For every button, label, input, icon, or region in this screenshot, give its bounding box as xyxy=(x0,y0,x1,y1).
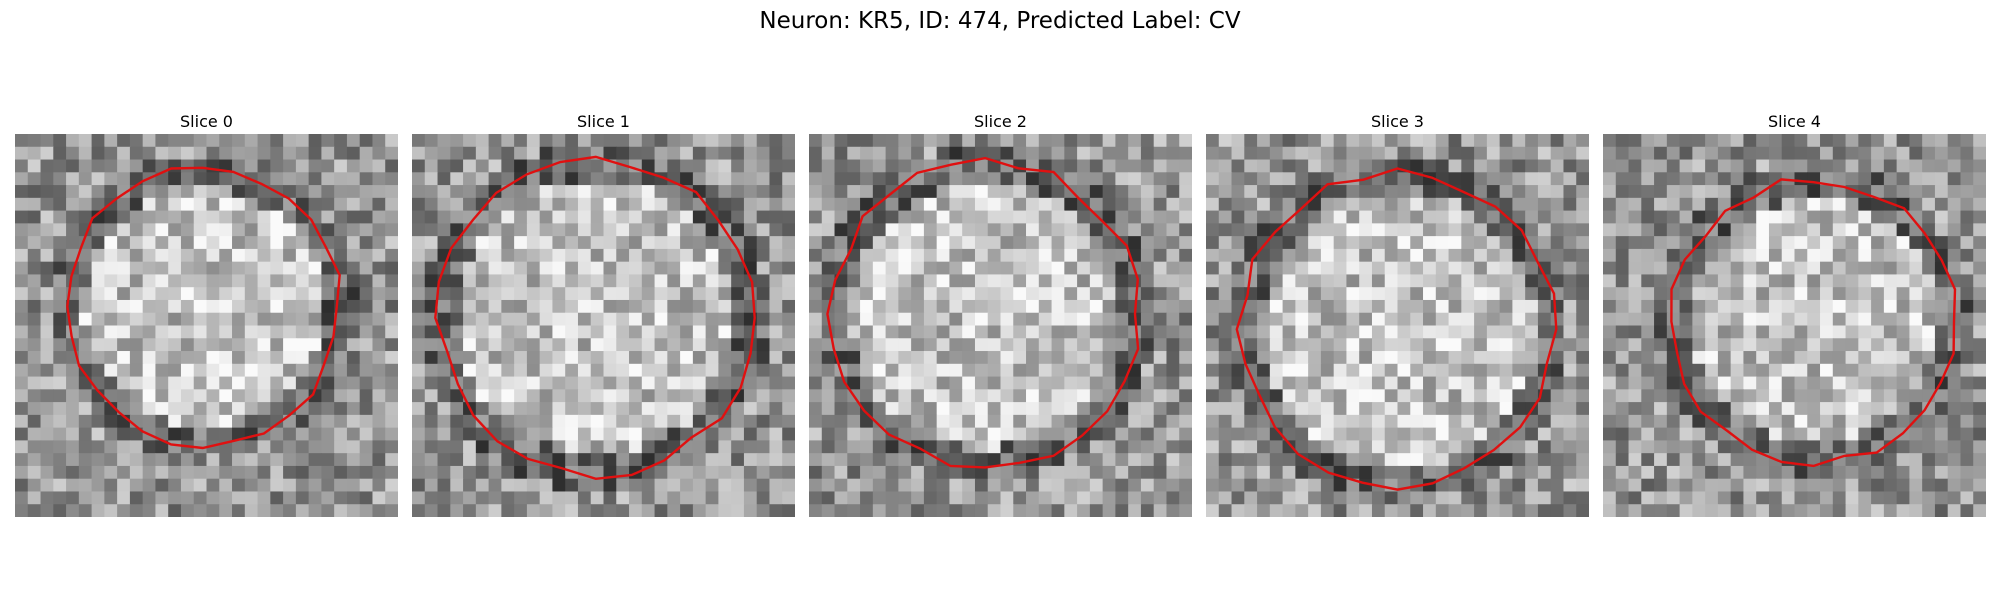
slice-image xyxy=(412,134,795,517)
slice-image xyxy=(1206,134,1589,517)
slice-image xyxy=(809,134,1192,517)
slice-image-canvas xyxy=(15,134,398,517)
slice-image xyxy=(1603,134,1986,517)
figure-title: Neuron: KR5, ID: 474, Predicted Label: C… xyxy=(0,8,2000,34)
slice-panel-3: Slice 3 xyxy=(1206,110,1589,517)
slice-image-canvas xyxy=(412,134,795,517)
slice-image-canvas xyxy=(1603,134,1986,517)
slice-title: Slice 0 xyxy=(15,110,398,134)
slice-panel-0: Slice 0 xyxy=(15,110,398,517)
slice-panel-1: Slice 1 xyxy=(412,110,795,517)
slice-panel-2: Slice 2 xyxy=(809,110,1192,517)
slice-title: Slice 1 xyxy=(412,110,795,134)
slice-title: Slice 3 xyxy=(1206,110,1589,134)
slice-image xyxy=(15,134,398,517)
slice-image-canvas xyxy=(1206,134,1589,517)
slice-title: Slice 2 xyxy=(809,110,1192,134)
slice-image-canvas xyxy=(809,134,1192,517)
slice-panel-4: Slice 4 xyxy=(1603,110,1986,517)
slice-title: Slice 4 xyxy=(1603,110,1986,134)
